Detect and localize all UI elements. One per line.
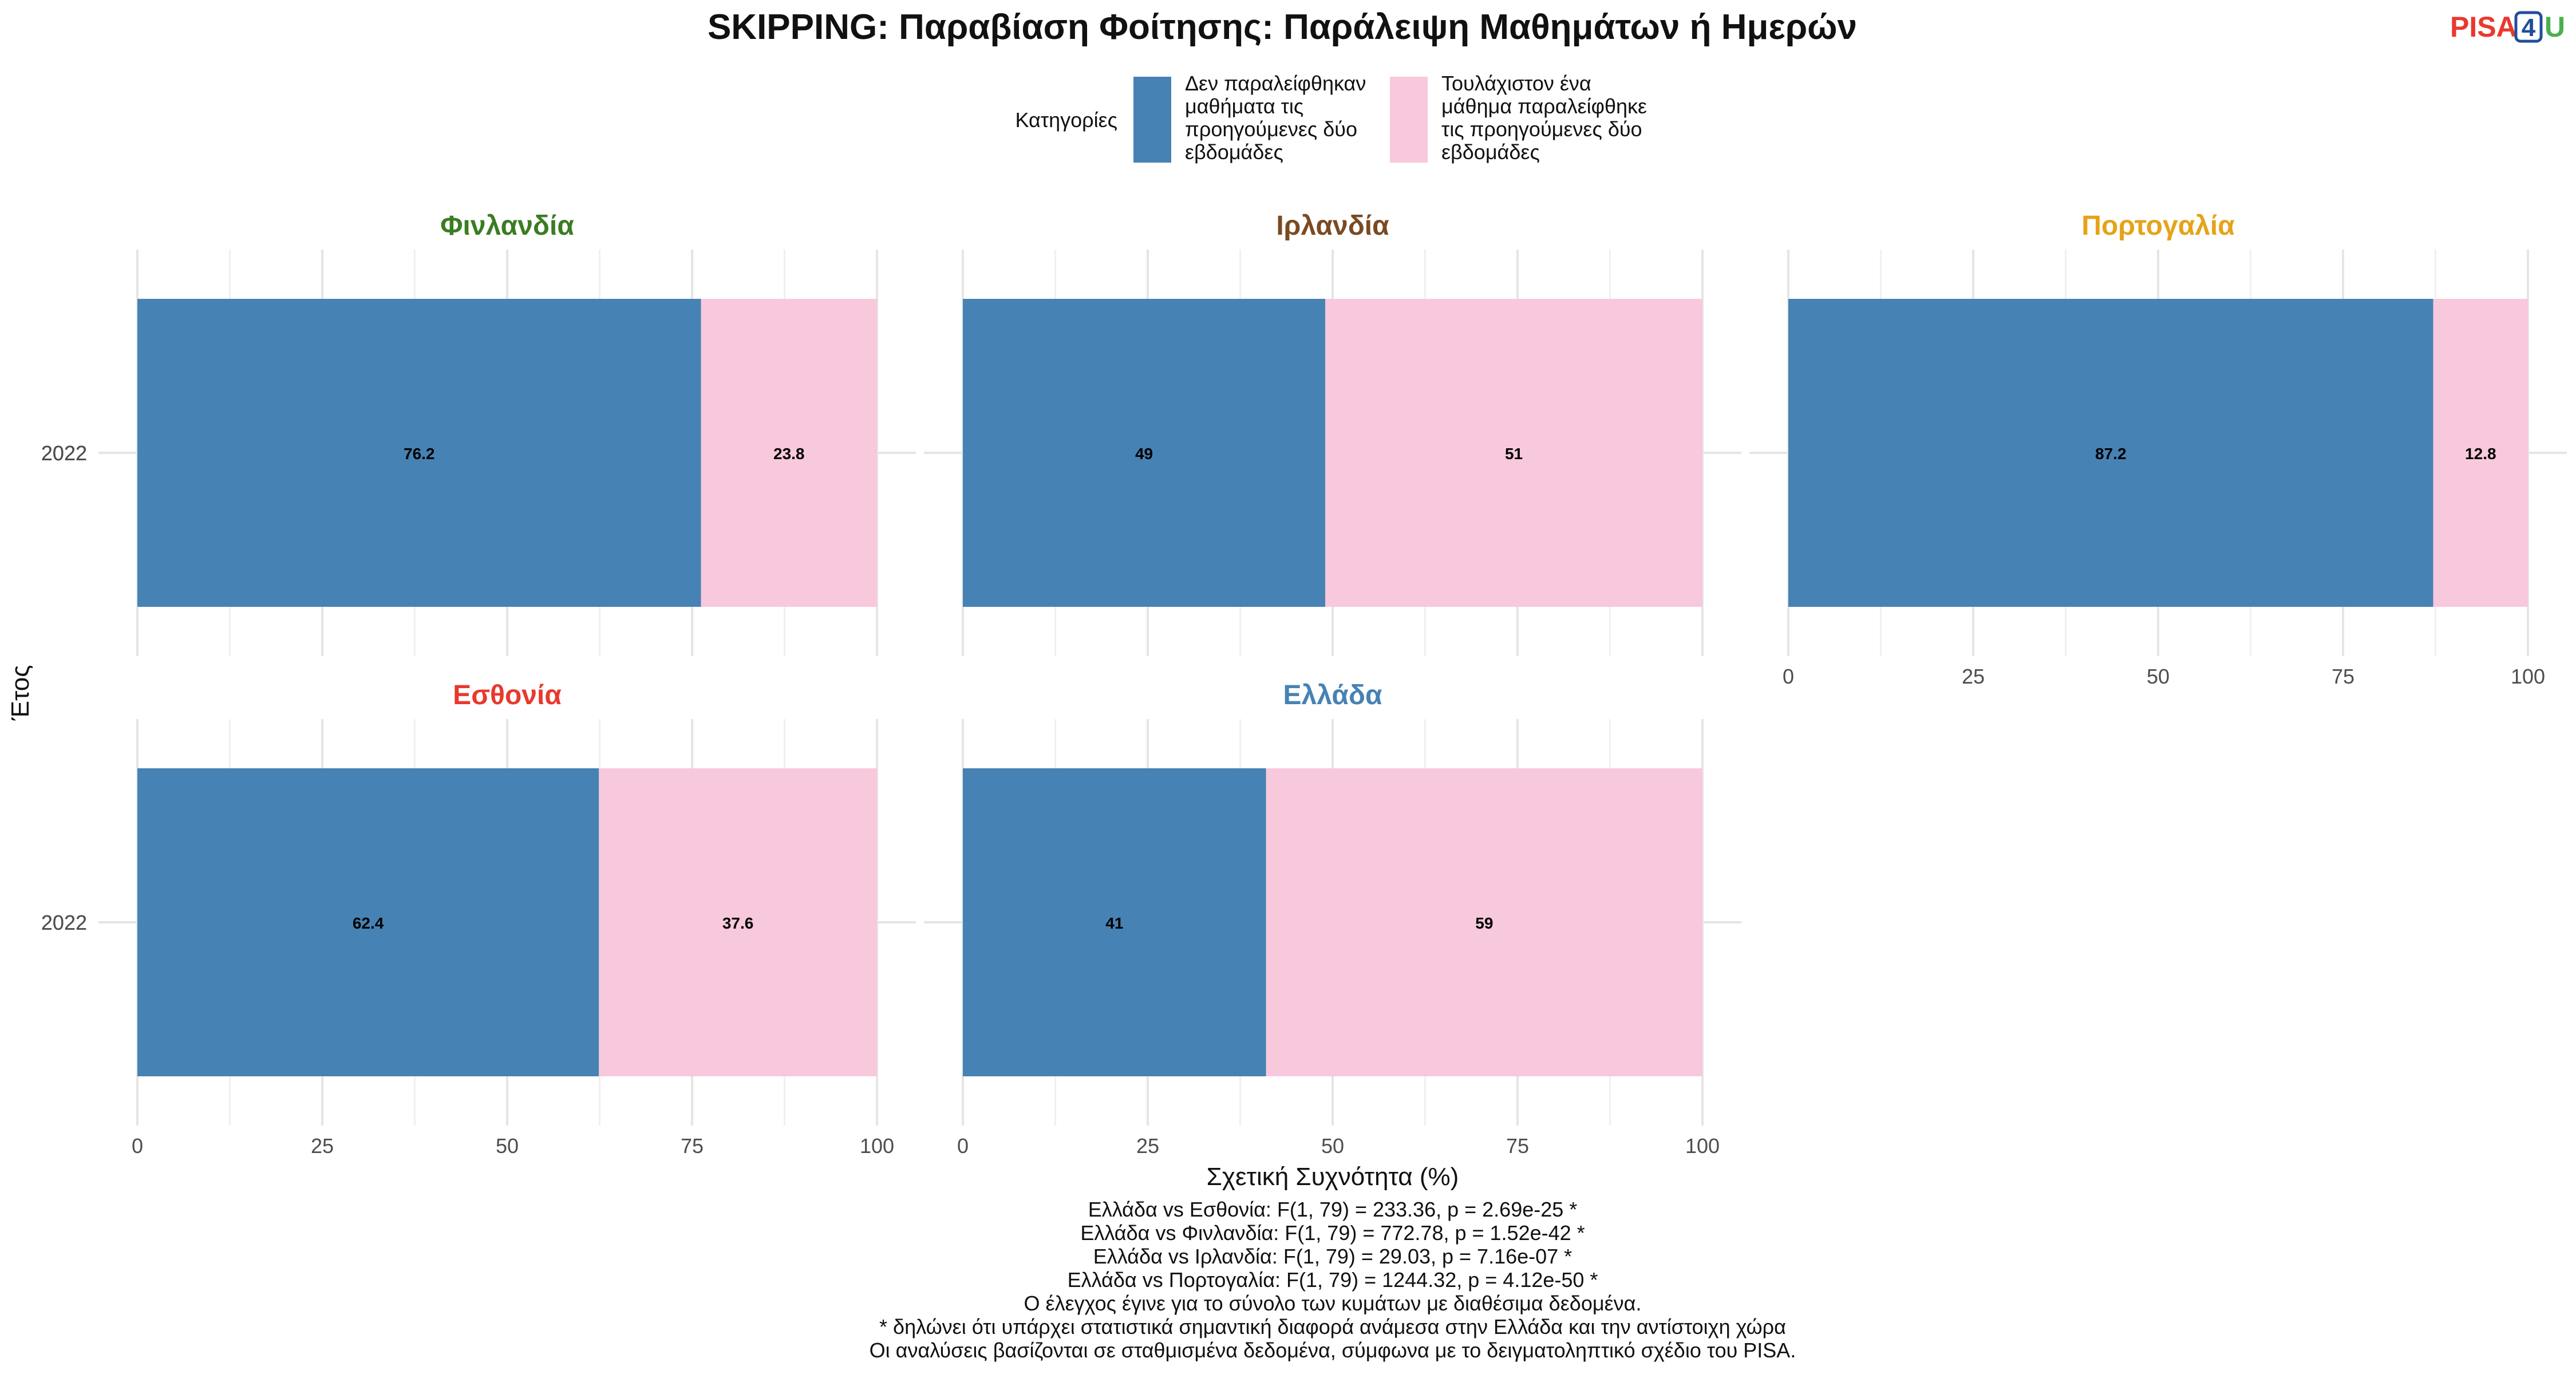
bar-segment-2 [1266, 768, 1702, 1076]
y-axis-title: Έτος [6, 665, 34, 721]
x-tick-label: 75 [1506, 1134, 1529, 1158]
x-tick-label: 100 [860, 1134, 894, 1158]
bar-value-label: 76.2 [404, 445, 435, 463]
panel-4: Εσθονία 2022 62.4 37.6 0 25 50 75 100 [41, 680, 916, 1158]
legend-label-2-line: τις προηγούμενες δύο [1441, 117, 1642, 141]
bar-segment-1 [963, 768, 1266, 1076]
y-tick-label: 2022 [41, 911, 87, 934]
x-tick-label: 100 [1685, 1134, 1720, 1158]
y-tick-label: 2022 [41, 911, 87, 934]
panel-title: Ιρλανδία [1276, 211, 1389, 241]
legend-title: Κατηγορίες [1015, 108, 1117, 132]
note-line: * δηλώνει ότι υπάρχει στατιστικά σημαντι… [879, 1315, 1786, 1339]
panel-2: Ιρλανδία 2022 49 51 [41, 211, 1741, 656]
x-tick-label: 50 [496, 1134, 519, 1158]
bar-value-label: 49 [1135, 445, 1153, 463]
note-line: Οι αναλύσεις βασίζονται σε σταθμισμένα δ… [870, 1339, 1796, 1362]
panel-title: Πορτογαλία [2081, 211, 2235, 241]
y-tick-label: 2022 [41, 441, 87, 465]
x-tick-label: 50 [2147, 665, 2170, 688]
bar-segment-2 [599, 768, 877, 1076]
panel-title: Ελλάδα [1283, 680, 1382, 710]
x-tick-label: 25 [1962, 665, 1985, 688]
statistical-notes: Ελλάδα vs Εσθονία: F(1, 79) = 233.36, p … [870, 1198, 1796, 1362]
x-tick-label: 100 [2511, 665, 2545, 688]
logo-box [2514, 11, 2543, 43]
legend-label-1-line: μαθήματα τις [1185, 94, 1303, 118]
note-line: Ελλάδα vs Εσθονία: F(1, 79) = 233.36, p … [1088, 1198, 1578, 1221]
logo-text-u: U [2545, 11, 2565, 43]
panel-1: Φινλανδία 2022 76.2 23.8 [41, 211, 916, 656]
x-tick-label: 75 [681, 1134, 704, 1158]
panel-title: Εσθονία [453, 680, 562, 710]
chart-title: SKIPPING: Παραβίαση Φοίτησης: Παράλειψη … [708, 7, 1857, 47]
bar-value-label: 23.8 [773, 445, 805, 463]
note-line: Ελλάδα vs Φινλανδία: F(1, 79) = 772.78, … [1080, 1221, 1585, 1245]
bar-segment-2 [2433, 299, 2528, 607]
logo-text-4: 4 [2522, 14, 2536, 42]
legend-label-1-line: Δεν παραλείφθηκαν [1185, 72, 1366, 95]
bar-value-label: 59 [1475, 914, 1493, 932]
legend-label-1-line: προηγούμενες δύο [1185, 117, 1357, 141]
x-tick-label: 50 [1321, 1134, 1344, 1158]
panel-title: Φινλανδία [440, 211, 574, 241]
bar-value-label: 12.8 [2465, 445, 2496, 463]
note-line: Ο έλεγχος έγινε για το σύνολο των κυμάτω… [1024, 1292, 1642, 1315]
x-tick-label: 25 [311, 1134, 334, 1158]
x-tick-label: 75 [2332, 665, 2354, 688]
legend-label-1-line: εβδομάδες [1185, 140, 1283, 164]
bar-segment-2 [1325, 299, 1702, 607]
legend-label-2-line: εβδομάδες [1441, 140, 1540, 164]
x-axis-title: Σχετική Συχνότητα (%) [1207, 1163, 1459, 1191]
bar-value-label: 87.2 [2095, 445, 2127, 463]
y-tick-label: 2022 [41, 441, 87, 465]
bar-value-label: 51 [1505, 445, 1523, 463]
bar-segment-2 [701, 299, 877, 607]
y-tick-label: 2022 [41, 441, 87, 465]
bar-segment-1 [137, 299, 701, 607]
legend-label-2-line: μάθημα παραλείφθηκε [1441, 94, 1647, 118]
panel-5: Ελλάδα 2022 41 59 0 25 50 75 100 [41, 680, 1741, 1158]
bar-segment-1 [137, 768, 599, 1076]
bar-value-label: 62.4 [353, 914, 384, 932]
panel-3: Πορτογαλία 2022 87.2 12.8 0 25 50 75 100 [41, 211, 2567, 688]
legend-key-2 [1390, 77, 1428, 163]
pisa4u-logo: PISA 4 U [2450, 11, 2565, 43]
bar-value-label: 37.6 [722, 914, 754, 932]
logo-text-pisa: PISA [2450, 11, 2517, 43]
x-tick-label: 0 [132, 1134, 143, 1158]
bar-value-label: 41 [1105, 914, 1123, 932]
legend-key-1 [1133, 77, 1171, 163]
note-line: Ελλάδα vs Πορτογαλία: F(1, 79) = 1244.32… [1068, 1268, 1598, 1292]
x-tick-label: 0 [1783, 665, 1794, 688]
bar-segment-1 [963, 299, 1326, 607]
bar-segment-1 [1788, 299, 2433, 607]
legend-label-2-line: Τουλάχιστον ένα [1441, 72, 1591, 95]
x-tick-label: 25 [1136, 1134, 1159, 1158]
x-tick-label: 0 [957, 1134, 969, 1158]
note-line: Ελλάδα vs Ιρλανδία: F(1, 79) = 29.03, p … [1093, 1245, 1572, 1268]
